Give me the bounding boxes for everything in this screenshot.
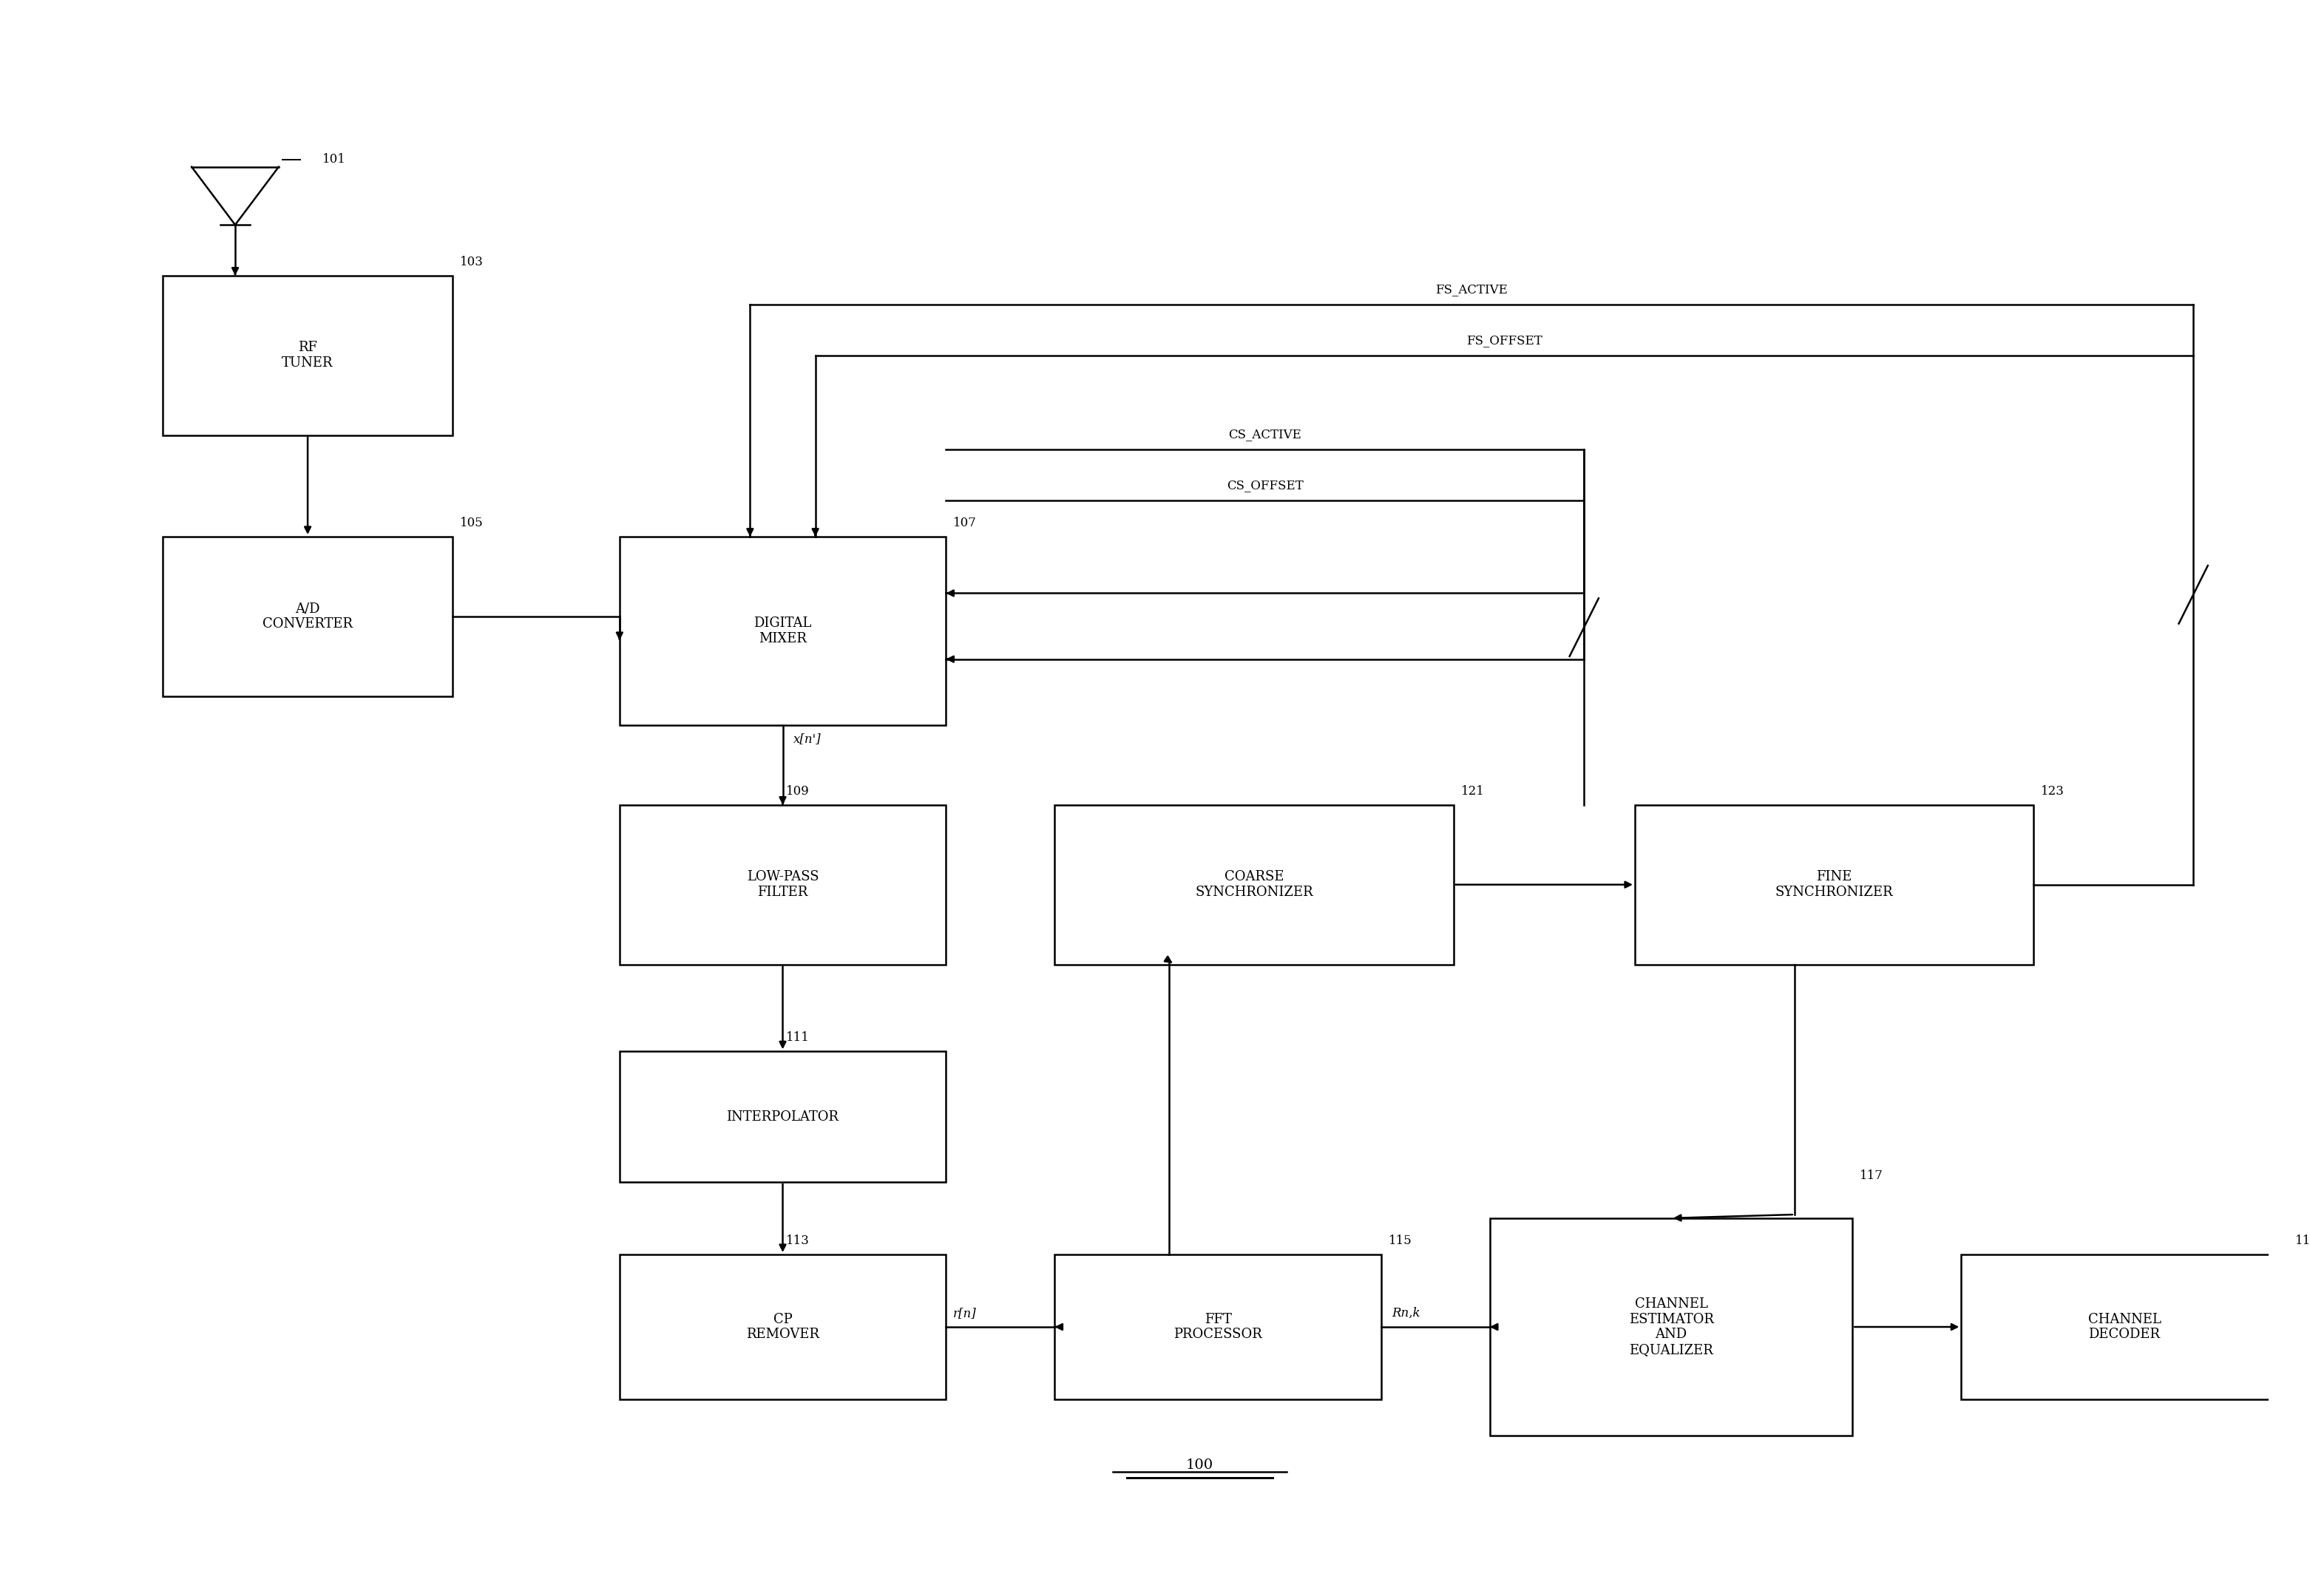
Bar (1961, 1254, 2287, 1400)
Text: INTERPOLATOR: INTERPOLATOR (728, 1109, 839, 1124)
Text: A/D
CONVERTER: A/D CONVERTER (263, 602, 353, 630)
Text: DIGITAL
MIXER: DIGITAL MIXER (753, 616, 811, 645)
Text: LOW-PASS
FILTER: LOW-PASS FILTER (746, 870, 818, 899)
Text: 100: 100 (1185, 1459, 1213, 1472)
Bar (619, 1254, 945, 1400)
Text: Rn,k: Rn,k (1393, 1307, 1421, 1320)
Text: 115: 115 (1388, 1235, 1411, 1246)
Text: 123: 123 (2042, 785, 2065, 798)
Text: CS_OFFSET: CS_OFFSET (1227, 479, 1303, 492)
Text: r[n]: r[n] (954, 1307, 977, 1320)
Text: 101: 101 (321, 153, 346, 166)
Bar (1056, 804, 1453, 964)
Text: FFT
PROCESSOR: FFT PROCESSOR (1173, 1312, 1261, 1341)
Text: 109: 109 (785, 785, 811, 798)
Text: CHANNEL
ESTIMATOR
AND
EQUALIZER: CHANNEL ESTIMATOR AND EQUALIZER (1629, 1298, 1714, 1357)
Text: 111: 111 (785, 1031, 811, 1044)
Text: x[n']: x[n'] (795, 733, 822, 745)
Text: CHANNEL
DECODER: CHANNEL DECODER (2088, 1312, 2160, 1341)
Bar (619, 1052, 945, 1183)
Text: COARSE
SYNCHRONIZER: COARSE SYNCHRONIZER (1194, 870, 1312, 899)
Text: 119: 119 (2294, 1235, 2310, 1246)
Text: 117: 117 (1860, 1170, 1883, 1183)
Bar (1056, 1254, 1381, 1400)
Bar (162, 276, 453, 436)
Bar (619, 804, 945, 964)
Bar (1635, 804, 2033, 964)
Text: 105: 105 (460, 517, 483, 530)
Text: FINE
SYNCHRONIZER: FINE SYNCHRONIZER (1776, 870, 1894, 899)
Bar (1490, 1218, 1853, 1436)
Bar (162, 536, 453, 696)
Text: 113: 113 (785, 1235, 811, 1246)
Text: RF
TUNER: RF TUNER (282, 342, 333, 370)
Text: FS_ACTIVE: FS_ACTIVE (1435, 284, 1508, 295)
Text: CS_ACTIVE: CS_ACTIVE (1229, 428, 1301, 440)
Text: 121: 121 (1460, 785, 1485, 798)
Text: 103: 103 (460, 255, 483, 268)
Text: CP
REMOVER: CP REMOVER (746, 1312, 820, 1341)
Text: FS_OFFSET: FS_OFFSET (1467, 334, 1543, 346)
Bar (619, 536, 945, 725)
Text: 107: 107 (954, 517, 977, 530)
